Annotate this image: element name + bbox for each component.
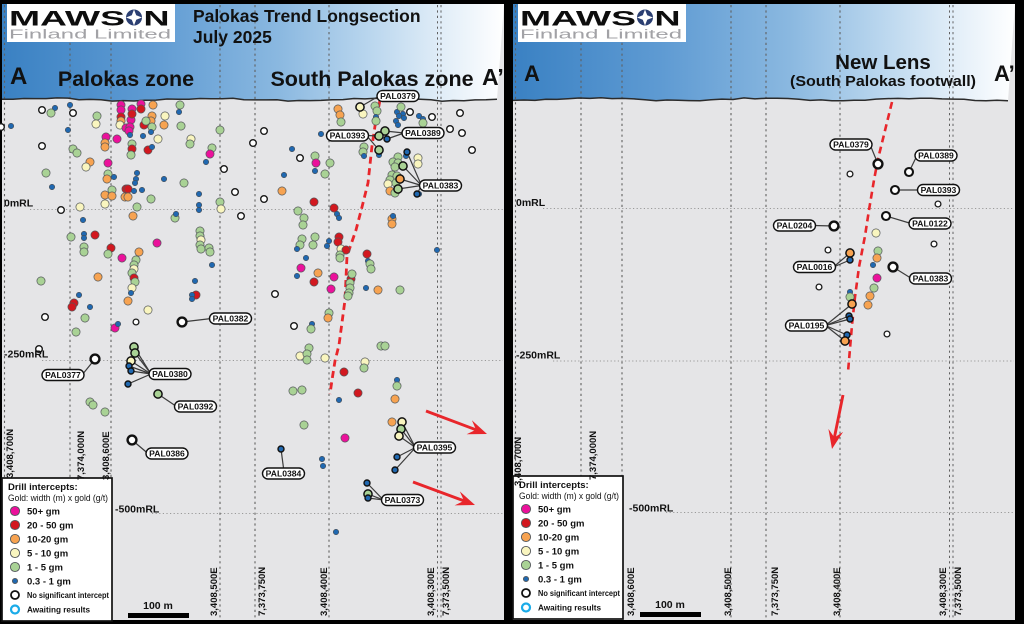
- svg-text:South Palokas zone: South Palokas zone: [270, 67, 473, 91]
- svg-text:Palokas Trend Longsection: Palokas Trend Longsection: [193, 6, 421, 26]
- svg-text:20 - 50 gm: 20 - 50 gm: [538, 519, 584, 530]
- svg-text:PAL0195: PAL0195: [789, 321, 825, 331]
- svg-text:7,373,500N: 7,373,500N: [953, 567, 964, 616]
- svg-text:A: A: [524, 61, 540, 86]
- svg-text:PAL0393: PAL0393: [921, 185, 957, 195]
- svg-text:3,408,600E: 3,408,600E: [626, 567, 637, 616]
- svg-text:New Lens: New Lens: [835, 51, 931, 74]
- svg-text:100 m: 100 m: [143, 600, 173, 612]
- svg-text:3,408,500E: 3,408,500E: [723, 567, 734, 616]
- svg-text:5 - 10 gm: 5 - 10 gm: [538, 547, 579, 558]
- svg-text:PAL0377: PAL0377: [45, 370, 81, 380]
- svg-text:-250mRL: -250mRL: [4, 349, 49, 361]
- svg-text:3,408,700N: 3,408,700N: [5, 429, 16, 478]
- svg-text:PAL0379: PAL0379: [380, 91, 416, 101]
- svg-text:1 - 5 gm: 1 - 5 gm: [538, 561, 574, 572]
- svg-text:N: N: [655, 7, 681, 31]
- svg-text:50+ gm: 50+ gm: [27, 507, 60, 518]
- svg-text:Gold: width (m) x gold (g/t): Gold: width (m) x gold (g/t): [8, 493, 108, 503]
- svg-text:7,373,750N: 7,373,750N: [257, 567, 268, 616]
- svg-text:PAL0380: PAL0380: [152, 369, 188, 379]
- svg-text:PAL0383: PAL0383: [913, 274, 949, 284]
- svg-text:50+ gm: 50+ gm: [538, 505, 571, 516]
- svg-text:No significant intercept: No significant intercept: [538, 589, 620, 598]
- svg-text:PAL0383: PAL0383: [423, 181, 459, 191]
- svg-text:7,374,000N: 7,374,000N: [76, 431, 87, 480]
- svg-text:PAL0395: PAL0395: [417, 443, 453, 453]
- svg-text:1 - 5 gm: 1 - 5 gm: [27, 563, 63, 574]
- svg-text:No significant intercept: No significant intercept: [27, 591, 109, 600]
- svg-text:3,408,700N: 3,408,700N: [513, 437, 524, 486]
- svg-text:A: A: [10, 63, 27, 90]
- svg-text:N: N: [144, 7, 170, 31]
- svg-text:Finland Limited: Finland Limited: [520, 27, 682, 42]
- svg-text:PAL0204: PAL0204: [777, 221, 813, 231]
- svg-text:PAL0393: PAL0393: [330, 131, 366, 141]
- svg-text:7,373,500N: 7,373,500N: [441, 567, 452, 616]
- svg-text:PAL0373: PAL0373: [385, 495, 421, 505]
- svg-text:PAL0392: PAL0392: [178, 402, 214, 412]
- svg-text:Drill intercepts:: Drill intercepts:: [8, 482, 78, 493]
- svg-text:Awaiting results: Awaiting results: [27, 606, 91, 615]
- svg-text:PAL0122: PAL0122: [912, 219, 948, 229]
- svg-text:MAWS: MAWS: [9, 7, 125, 31]
- svg-text:PAL0016: PAL0016: [797, 262, 833, 272]
- svg-text:Awaiting results: Awaiting results: [538, 604, 602, 613]
- svg-text:PAL0384: PAL0384: [266, 469, 302, 479]
- svg-text:PAL0382: PAL0382: [213, 314, 249, 324]
- svg-text:-250mRL: -250mRL: [516, 350, 561, 362]
- svg-text:7,374,000N: 7,374,000N: [588, 431, 599, 480]
- svg-text:July 2025: July 2025: [193, 27, 272, 47]
- svg-text:3,408,500E: 3,408,500E: [209, 567, 220, 616]
- svg-text:10-20 gm: 10-20 gm: [27, 535, 68, 546]
- svg-text:PAL0389: PAL0389: [405, 128, 441, 138]
- svg-text:Drill intercepts:: Drill intercepts:: [519, 480, 589, 491]
- svg-text:3,408,400E: 3,408,400E: [319, 567, 330, 616]
- svg-text:0.3 - 1 gm: 0.3 - 1 gm: [27, 577, 71, 588]
- svg-text:3,408,400E: 3,408,400E: [832, 567, 843, 616]
- svg-text:A’: A’: [994, 61, 1015, 86]
- svg-text:10-20 gm: 10-20 gm: [538, 533, 579, 544]
- svg-text:(South Palokas footwall): (South Palokas footwall): [790, 73, 976, 90]
- svg-text:Finland Limited: Finland Limited: [9, 27, 171, 42]
- svg-text:PAL0386: PAL0386: [149, 449, 185, 459]
- svg-text:3,408,600E: 3,408,600E: [101, 431, 112, 480]
- svg-text:3,408,300E: 3,408,300E: [426, 567, 437, 616]
- svg-text:PAL0379: PAL0379: [833, 140, 869, 150]
- svg-text:100 m: 100 m: [655, 599, 685, 611]
- svg-text:A’: A’: [482, 64, 504, 90]
- svg-text:MAWS: MAWS: [520, 7, 636, 31]
- svg-text:Palokas zone: Palokas zone: [58, 67, 194, 91]
- svg-text:PAL0389: PAL0389: [918, 151, 954, 161]
- svg-text:0.3 - 1 gm: 0.3 - 1 gm: [538, 575, 582, 586]
- svg-text:5 - 10 gm: 5 - 10 gm: [27, 549, 68, 560]
- svg-text:Gold: width (m) x gold (g/t): Gold: width (m) x gold (g/t): [519, 491, 619, 501]
- svg-text:-500mRL: -500mRL: [629, 503, 674, 515]
- svg-text:-500mRL: -500mRL: [115, 504, 160, 516]
- svg-text:0mRL: 0mRL: [516, 197, 546, 209]
- svg-text:7,373,750N: 7,373,750N: [770, 567, 781, 616]
- svg-text:20 - 50 gm: 20 - 50 gm: [27, 521, 73, 532]
- svg-text:0mRL: 0mRL: [4, 198, 34, 210]
- svg-text:3,408,300E: 3,408,300E: [938, 567, 949, 616]
